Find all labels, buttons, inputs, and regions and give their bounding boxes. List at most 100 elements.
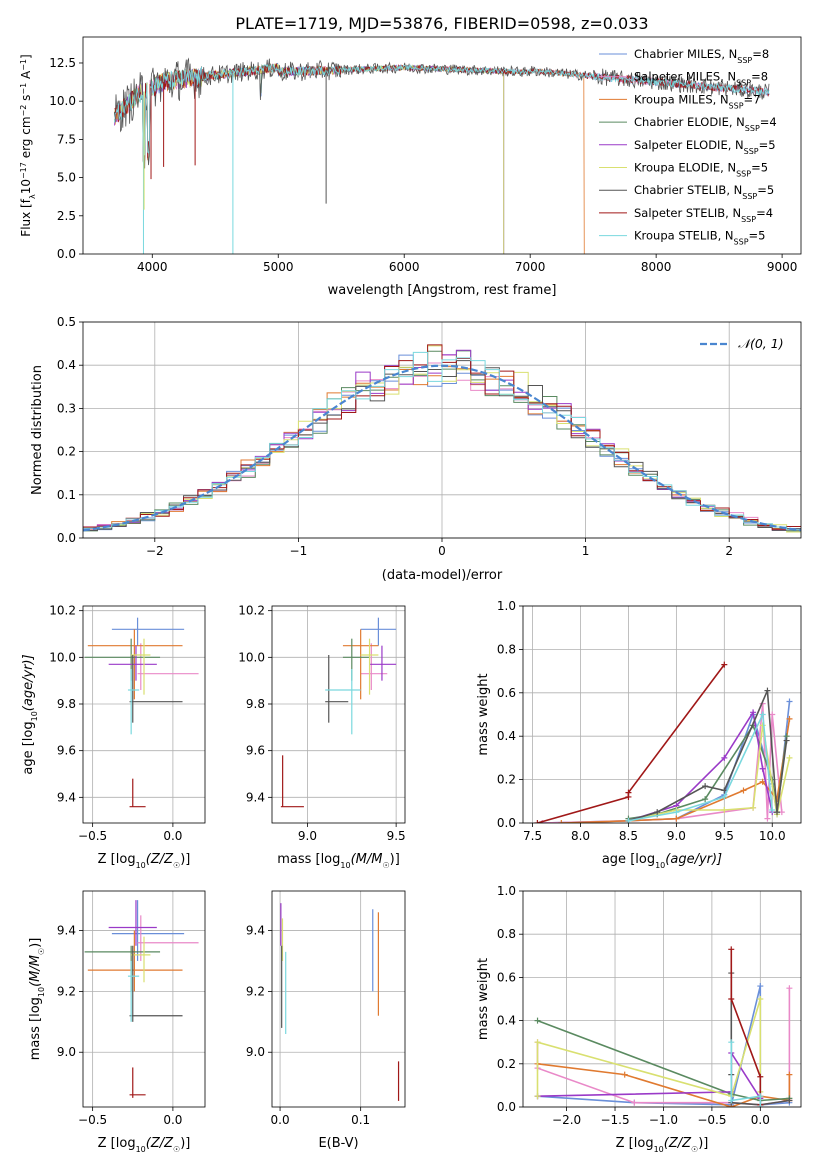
weight-marker <box>786 715 793 722</box>
weight-marker <box>534 820 541 823</box>
errorbar-point-4 <box>369 645 397 681</box>
x-axis-label: wavelength [Angstrom, rest frame] <box>328 283 557 298</box>
errorbar-point-1 <box>137 643 199 690</box>
spectrum-line-3 <box>114 63 505 254</box>
plot-area <box>534 661 793 823</box>
axes-frame <box>82 890 206 1108</box>
axes-frame <box>271 890 406 1108</box>
y-tick-label: 2.5 <box>57 209 76 223</box>
x-tick-label: 8.5 <box>619 829 638 843</box>
weight-line-1 <box>542 703 783 823</box>
mass-vs-metallicity-panel: −0.5 0.0 9.0 9.2 9.4 Z [log10(Z/Z☉)] mass [log… <box>28 890 206 1154</box>
legend-entry: Salpeter STELIB, NSSP=4 <box>634 206 773 224</box>
weight-line-4 <box>537 1050 761 1099</box>
errorbar-point-5 <box>360 638 379 695</box>
spectrum-line-4 <box>114 63 505 254</box>
x-tick-label: 6000 <box>389 260 420 274</box>
y-tick-label: 9.2 <box>246 984 265 998</box>
y-tick-label: 9.4 <box>246 924 265 938</box>
x-axis-label: age [log10(age/yr)] <box>602 852 722 870</box>
errorbar-point-0 <box>111 617 185 646</box>
weight-marker <box>769 711 776 718</box>
x-tick-label: −1 <box>290 544 308 558</box>
age-vs-mass-panel: 9.0 9.5 9.4 9.6 9.8 10.0 10.2 mass [log10(M/M☉)… <box>238 604 405 870</box>
spectrum-panel: 4000 5000 6000 7000 8000 9000 0.0 2.5 5.0 7.5 10.0… <box>19 36 802 298</box>
y-tick-label: 0.4 <box>497 729 516 743</box>
weight-marker <box>774 809 781 816</box>
y-tick-label: 9.6 <box>57 744 76 758</box>
weight-marker <box>654 809 661 816</box>
y-tick-label: 0.4 <box>57 358 76 372</box>
weight-marker <box>769 806 776 813</box>
legend-entry: Chabrier ELODIE, NSSP=4 <box>634 115 777 133</box>
weight-marker <box>728 996 735 1002</box>
y-tick-label: 0.2 <box>57 445 76 459</box>
plot-area <box>534 946 793 1107</box>
x-tick-label: 2 <box>725 544 733 558</box>
errorbar-point-5 <box>131 936 151 983</box>
histogram-8 <box>83 351 801 531</box>
x-tick-label: 0.0 <box>163 829 182 843</box>
errorbar-point-1 <box>360 643 388 690</box>
x-tick-label: 0.0 <box>751 1113 770 1127</box>
weight-marker <box>721 661 728 668</box>
weight-marker <box>750 709 757 716</box>
y-tick-label: 7.5 <box>57 132 76 146</box>
weight-marker <box>740 787 747 794</box>
x-tick-label: −2 <box>146 544 164 558</box>
y-axis-label: Flux [fλ10−17 erg cm−2 s−1 A−1] <box>19 54 37 236</box>
weight-line-3 <box>537 1019 790 1102</box>
plot-area <box>84 617 199 808</box>
spectrum-line-8 <box>114 63 770 163</box>
plot-area <box>114 57 770 254</box>
spectrum-line-5 <box>114 62 505 254</box>
weight-marker <box>757 1093 764 1100</box>
weight-marker <box>757 1073 764 1080</box>
y-tick-label: 9.0 <box>246 1045 265 1059</box>
y-tick-label: 9.4 <box>57 924 76 938</box>
y-tick-label: 0.6 <box>497 686 516 700</box>
weight-marker <box>721 806 728 813</box>
errorbar-point-6 <box>129 945 183 1022</box>
errorbar-point-8 <box>127 960 140 1022</box>
axes-frame <box>522 890 802 1108</box>
weight-line-4 <box>628 710 773 822</box>
weight-marker <box>702 783 709 790</box>
x-axis-label: Z [log10(Z/Z☉)] <box>98 852 191 870</box>
y-tick-label: 0.2 <box>497 1057 516 1071</box>
x-axis-label: E(B-V) <box>318 1136 358 1151</box>
y-tick-label: 0.0 <box>497 1100 516 1114</box>
legend-entry: Chabrier STELIB, NSSP=5 <box>634 183 774 201</box>
errorbar-point-0 <box>111 900 185 961</box>
weight-marker <box>750 804 757 811</box>
weight-marker <box>534 1093 541 1100</box>
weight-marker <box>721 754 728 761</box>
x-tick-label: 0.1 <box>351 1113 370 1127</box>
y-tick-label: 0.6 <box>497 970 516 984</box>
x-axis-label: mass [log10(M/M☉)] <box>277 852 400 870</box>
y-tick-label: 5.0 <box>57 171 76 185</box>
errorbar-point-2 <box>87 930 183 992</box>
plot-area <box>280 617 397 808</box>
axes-frame <box>82 605 206 824</box>
weight-line-7 <box>730 949 762 1105</box>
y-tick-label: 10.0 <box>49 94 76 108</box>
weight-marker <box>558 820 565 823</box>
y-tick-label: 10.2 <box>49 604 76 618</box>
errorbar-point-3 <box>342 638 370 681</box>
legend-entry: Kroupa STELIB, NSSP=5 <box>634 229 765 247</box>
gaussian-curve <box>83 364 801 532</box>
y-axis-label: Normed distribution <box>30 365 45 495</box>
x-axis-label: Z [log10(Z/Z☉)] <box>98 1136 191 1154</box>
x-tick-label: 9.5 <box>715 829 734 843</box>
weight-marker <box>721 793 728 800</box>
y-tick-label: 0.0 <box>57 531 76 545</box>
y-tick-label: 0.2 <box>497 773 516 787</box>
weight-marker <box>721 787 728 794</box>
weight-marker <box>631 1099 638 1106</box>
errorbar-point-6 <box>325 655 349 723</box>
x-tick-label: 0 <box>438 544 446 558</box>
y-tick-label: 1.0 <box>497 599 516 613</box>
y-tick-label: 9.8 <box>57 697 76 711</box>
